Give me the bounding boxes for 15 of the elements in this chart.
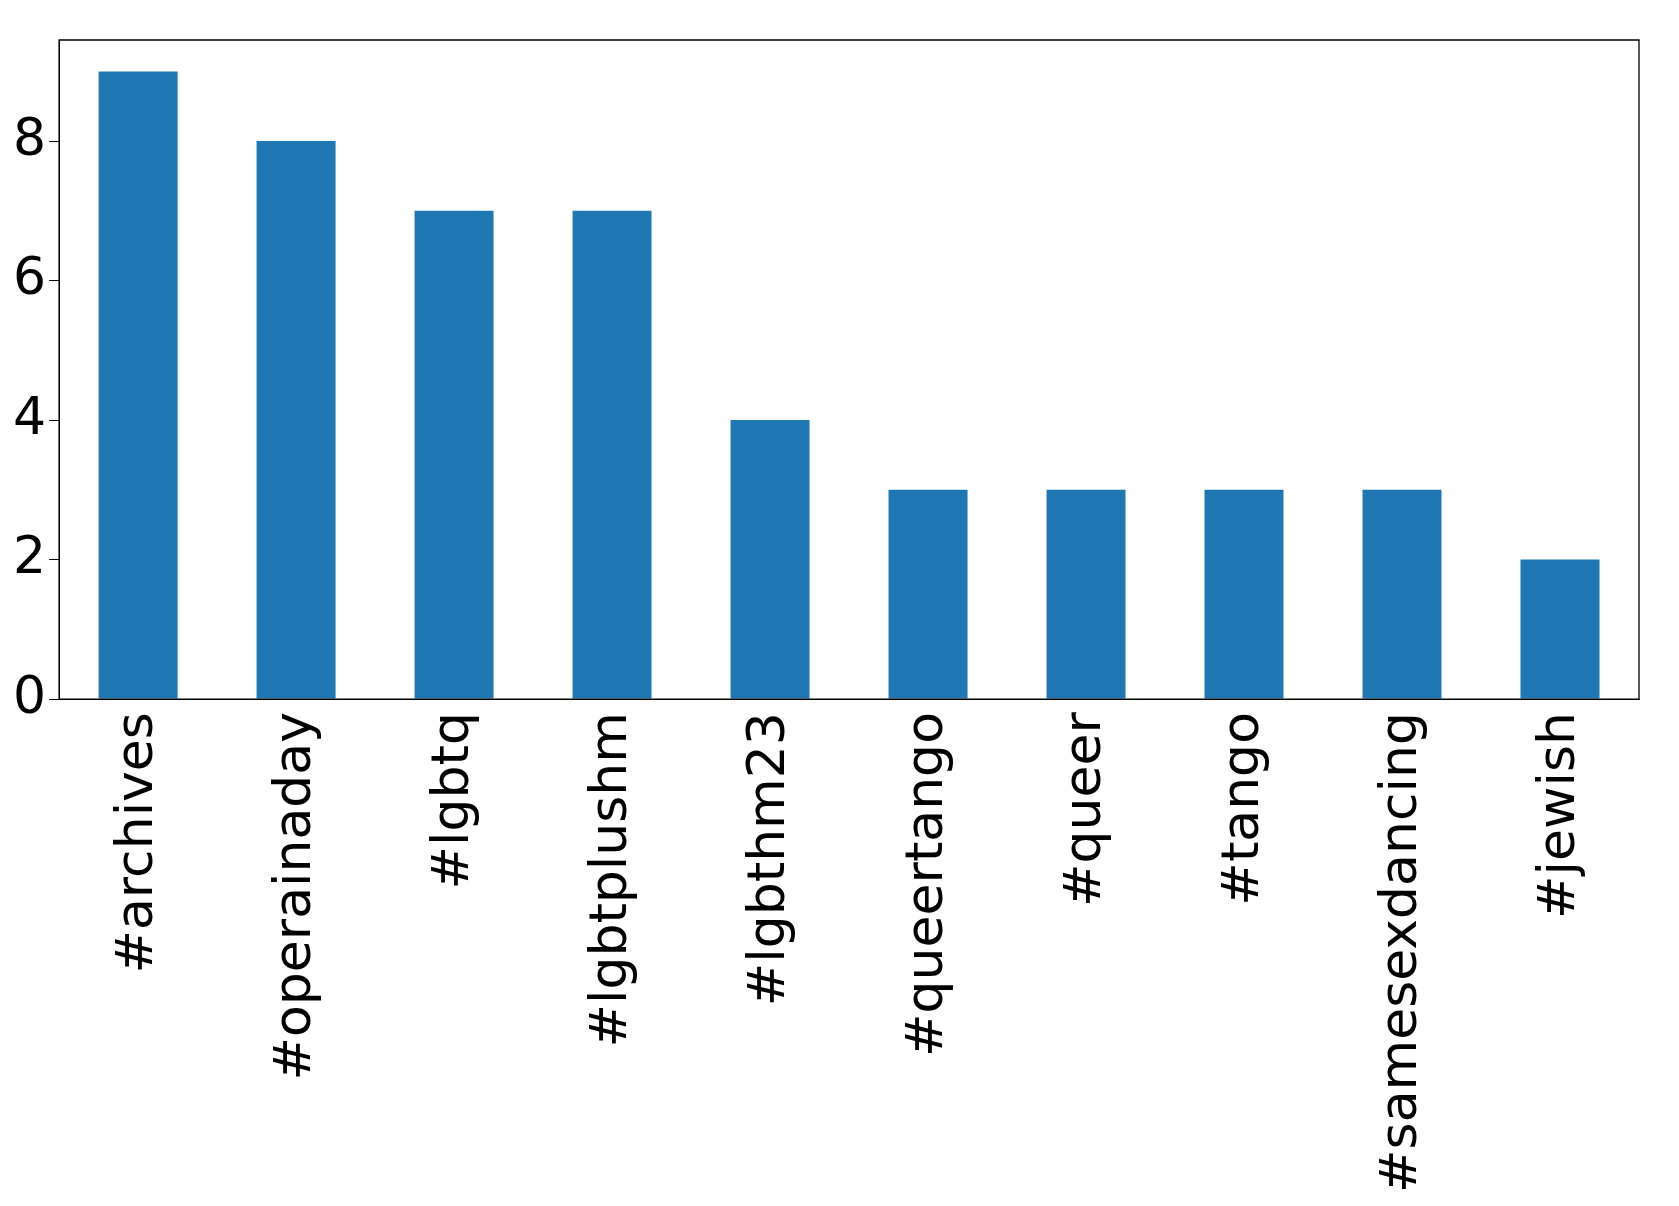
x-tick-label: #tango xyxy=(1209,712,1270,906)
x-tick-label: #archives xyxy=(103,712,164,974)
y-tick-label: 8 xyxy=(12,106,47,167)
x-tick-label: #queertango xyxy=(893,712,954,1057)
x-tick-label: #operainaday xyxy=(261,712,322,1081)
x-tick-label: #lgbthm23 xyxy=(735,712,796,1007)
y-tick-label: 2 xyxy=(12,525,47,586)
x-tick-label: #samesexdancing xyxy=(1367,712,1428,1193)
y-tick-label: 6 xyxy=(12,246,47,307)
x-tick-label: #jewish xyxy=(1525,712,1586,920)
x-tick-label: #lgbtplushm xyxy=(577,712,638,1048)
y-tick-label: 4 xyxy=(12,385,47,446)
x-tick-label: #queer xyxy=(1051,711,1112,907)
x-tick-label: #lgbtq xyxy=(419,712,480,890)
y-tick-label: 0 xyxy=(12,664,47,725)
